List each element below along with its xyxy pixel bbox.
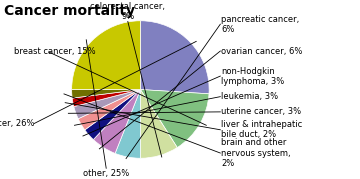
Text: uterine cancer, 3%: uterine cancer, 3%	[221, 107, 302, 116]
Wedge shape	[140, 90, 177, 158]
Text: colorectal cancer,
9%: colorectal cancer, 9%	[90, 3, 165, 21]
Wedge shape	[93, 90, 140, 153]
Text: other, 25%: other, 25%	[83, 169, 129, 178]
Wedge shape	[72, 90, 140, 107]
Wedge shape	[74, 90, 140, 119]
Wedge shape	[85, 90, 140, 140]
Wedge shape	[115, 90, 140, 158]
Wedge shape	[78, 90, 140, 130]
Text: leukemia, 3%: leukemia, 3%	[221, 92, 279, 101]
Wedge shape	[140, 21, 209, 94]
Text: lung cancer, 26%: lung cancer, 26%	[0, 119, 34, 128]
Wedge shape	[140, 90, 209, 147]
Text: non-Hodgkin
lymphoma, 3%: non-Hodgkin lymphoma, 3%	[221, 67, 285, 86]
Wedge shape	[72, 90, 140, 98]
Text: ovarian cancer, 6%: ovarian cancer, 6%	[221, 47, 303, 55]
Wedge shape	[72, 21, 140, 90]
Text: Cancer mortality: Cancer mortality	[4, 4, 135, 18]
Text: breast cancer, 15%: breast cancer, 15%	[14, 47, 96, 56]
Text: liver & intrahepatic
bile duct, 2%: liver & intrahepatic bile duct, 2%	[221, 120, 303, 139]
Text: brain and other
nervous system,
2%: brain and other nervous system, 2%	[221, 139, 291, 168]
Text: pancreatic cancer,
6%: pancreatic cancer, 6%	[221, 15, 300, 34]
